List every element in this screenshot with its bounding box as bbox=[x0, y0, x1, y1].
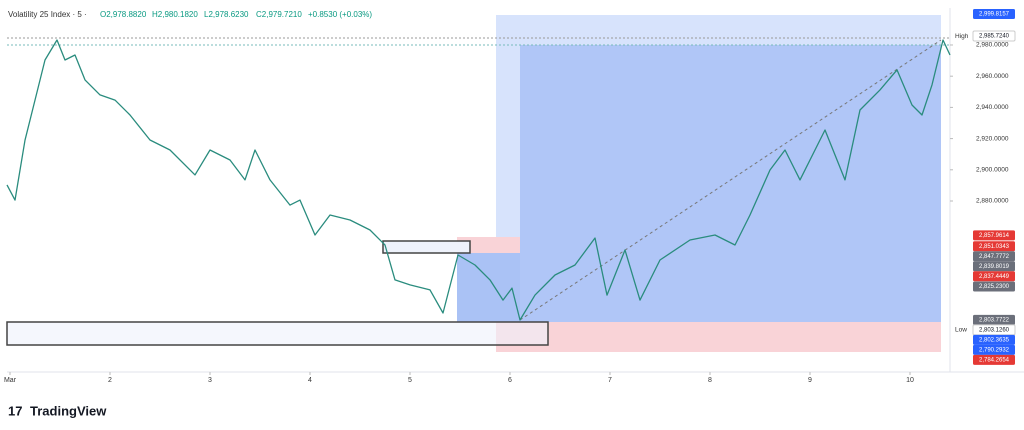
price-badge bbox=[973, 354, 1015, 365]
price-badge-label: 2,837.4449 bbox=[979, 274, 1010, 280]
brand-logo: 17 bbox=[8, 403, 22, 418]
price-badge-label: 2,790.2932 bbox=[979, 348, 1010, 354]
price-tag: Low bbox=[955, 327, 967, 334]
price-badge bbox=[973, 230, 1015, 241]
x-tick-label: 8 bbox=[708, 377, 712, 384]
price-badge-label: 2,839.8019 bbox=[979, 264, 1010, 270]
price-line bbox=[6, 39, 951, 321]
x-tick-label: 2 bbox=[108, 377, 112, 384]
price-badge bbox=[973, 334, 1015, 345]
zone-box bbox=[382, 240, 471, 254]
price-badge-label: 2,857.9614 bbox=[979, 233, 1010, 239]
x-tick-label: 10 bbox=[906, 377, 914, 384]
ohlc-value: L2,978.6230 bbox=[204, 10, 249, 19]
price-badge-label: 2,825.2300 bbox=[979, 284, 1010, 290]
price-badge bbox=[973, 9, 1015, 20]
x-tick-label: 7 bbox=[608, 377, 612, 384]
ohlc-value: O2,978.8820 bbox=[100, 10, 147, 19]
x-tick-label: 3 bbox=[208, 377, 212, 384]
y-tick-label: 2,880.0000 bbox=[976, 198, 1009, 205]
x-tick-label: 4 bbox=[308, 377, 312, 384]
x-tick-label: Mar bbox=[4, 377, 17, 384]
symbol: Volatility 25 Index · 5 · bbox=[8, 10, 87, 19]
price-badge-label: 2,851.0343 bbox=[979, 244, 1010, 250]
price-badge bbox=[973, 261, 1015, 272]
price-badge-label: 2,847.7772 bbox=[979, 254, 1010, 260]
price-badge bbox=[973, 241, 1015, 252]
price-badge-label: 2,999.8157 bbox=[979, 12, 1010, 18]
price-badge-label: 2,784.2654 bbox=[979, 358, 1010, 364]
y-tick-label: 2,940.0000 bbox=[976, 104, 1009, 111]
trend-line bbox=[519, 39, 942, 321]
target-zone bbox=[520, 45, 941, 322]
zone-box bbox=[6, 321, 549, 346]
price-badge bbox=[973, 281, 1015, 292]
ohlc-value: H2,980.1820 bbox=[152, 10, 198, 19]
price-badge bbox=[973, 271, 1015, 282]
y-tick-label: 2,980.0000 bbox=[976, 42, 1009, 49]
y-tick-label: 2,900.0000 bbox=[976, 167, 1009, 174]
price-badge bbox=[973, 314, 1015, 325]
brand: TradingView bbox=[30, 403, 107, 418]
price-badge bbox=[973, 251, 1015, 262]
x-tick-label: 6 bbox=[508, 377, 512, 384]
ohlc-value: C2,979.7210 bbox=[256, 10, 302, 19]
price-badge bbox=[972, 30, 1016, 42]
y-tick-label: 2,960.0000 bbox=[976, 73, 1009, 80]
target-zone bbox=[457, 253, 520, 322]
price-badge-label: 2,802.3635 bbox=[979, 338, 1010, 344]
price-tag: High bbox=[955, 33, 969, 40]
x-tick-label: 9 bbox=[808, 377, 812, 384]
price-badge bbox=[973, 344, 1015, 355]
stop-zone bbox=[457, 237, 520, 253]
price-badge-label: 2,985.7240 bbox=[979, 34, 1010, 40]
price-badge-label: 2,803.1260 bbox=[979, 328, 1010, 334]
drawings bbox=[6, 15, 950, 352]
y-tick-label: 2,920.0000 bbox=[976, 135, 1009, 142]
x-tick-label: 5 bbox=[408, 377, 412, 384]
price-badge-label: 2,803.7722 bbox=[979, 318, 1010, 324]
stop-zone bbox=[496, 322, 941, 352]
change: +0.8530 (+0.03%) bbox=[308, 10, 372, 19]
